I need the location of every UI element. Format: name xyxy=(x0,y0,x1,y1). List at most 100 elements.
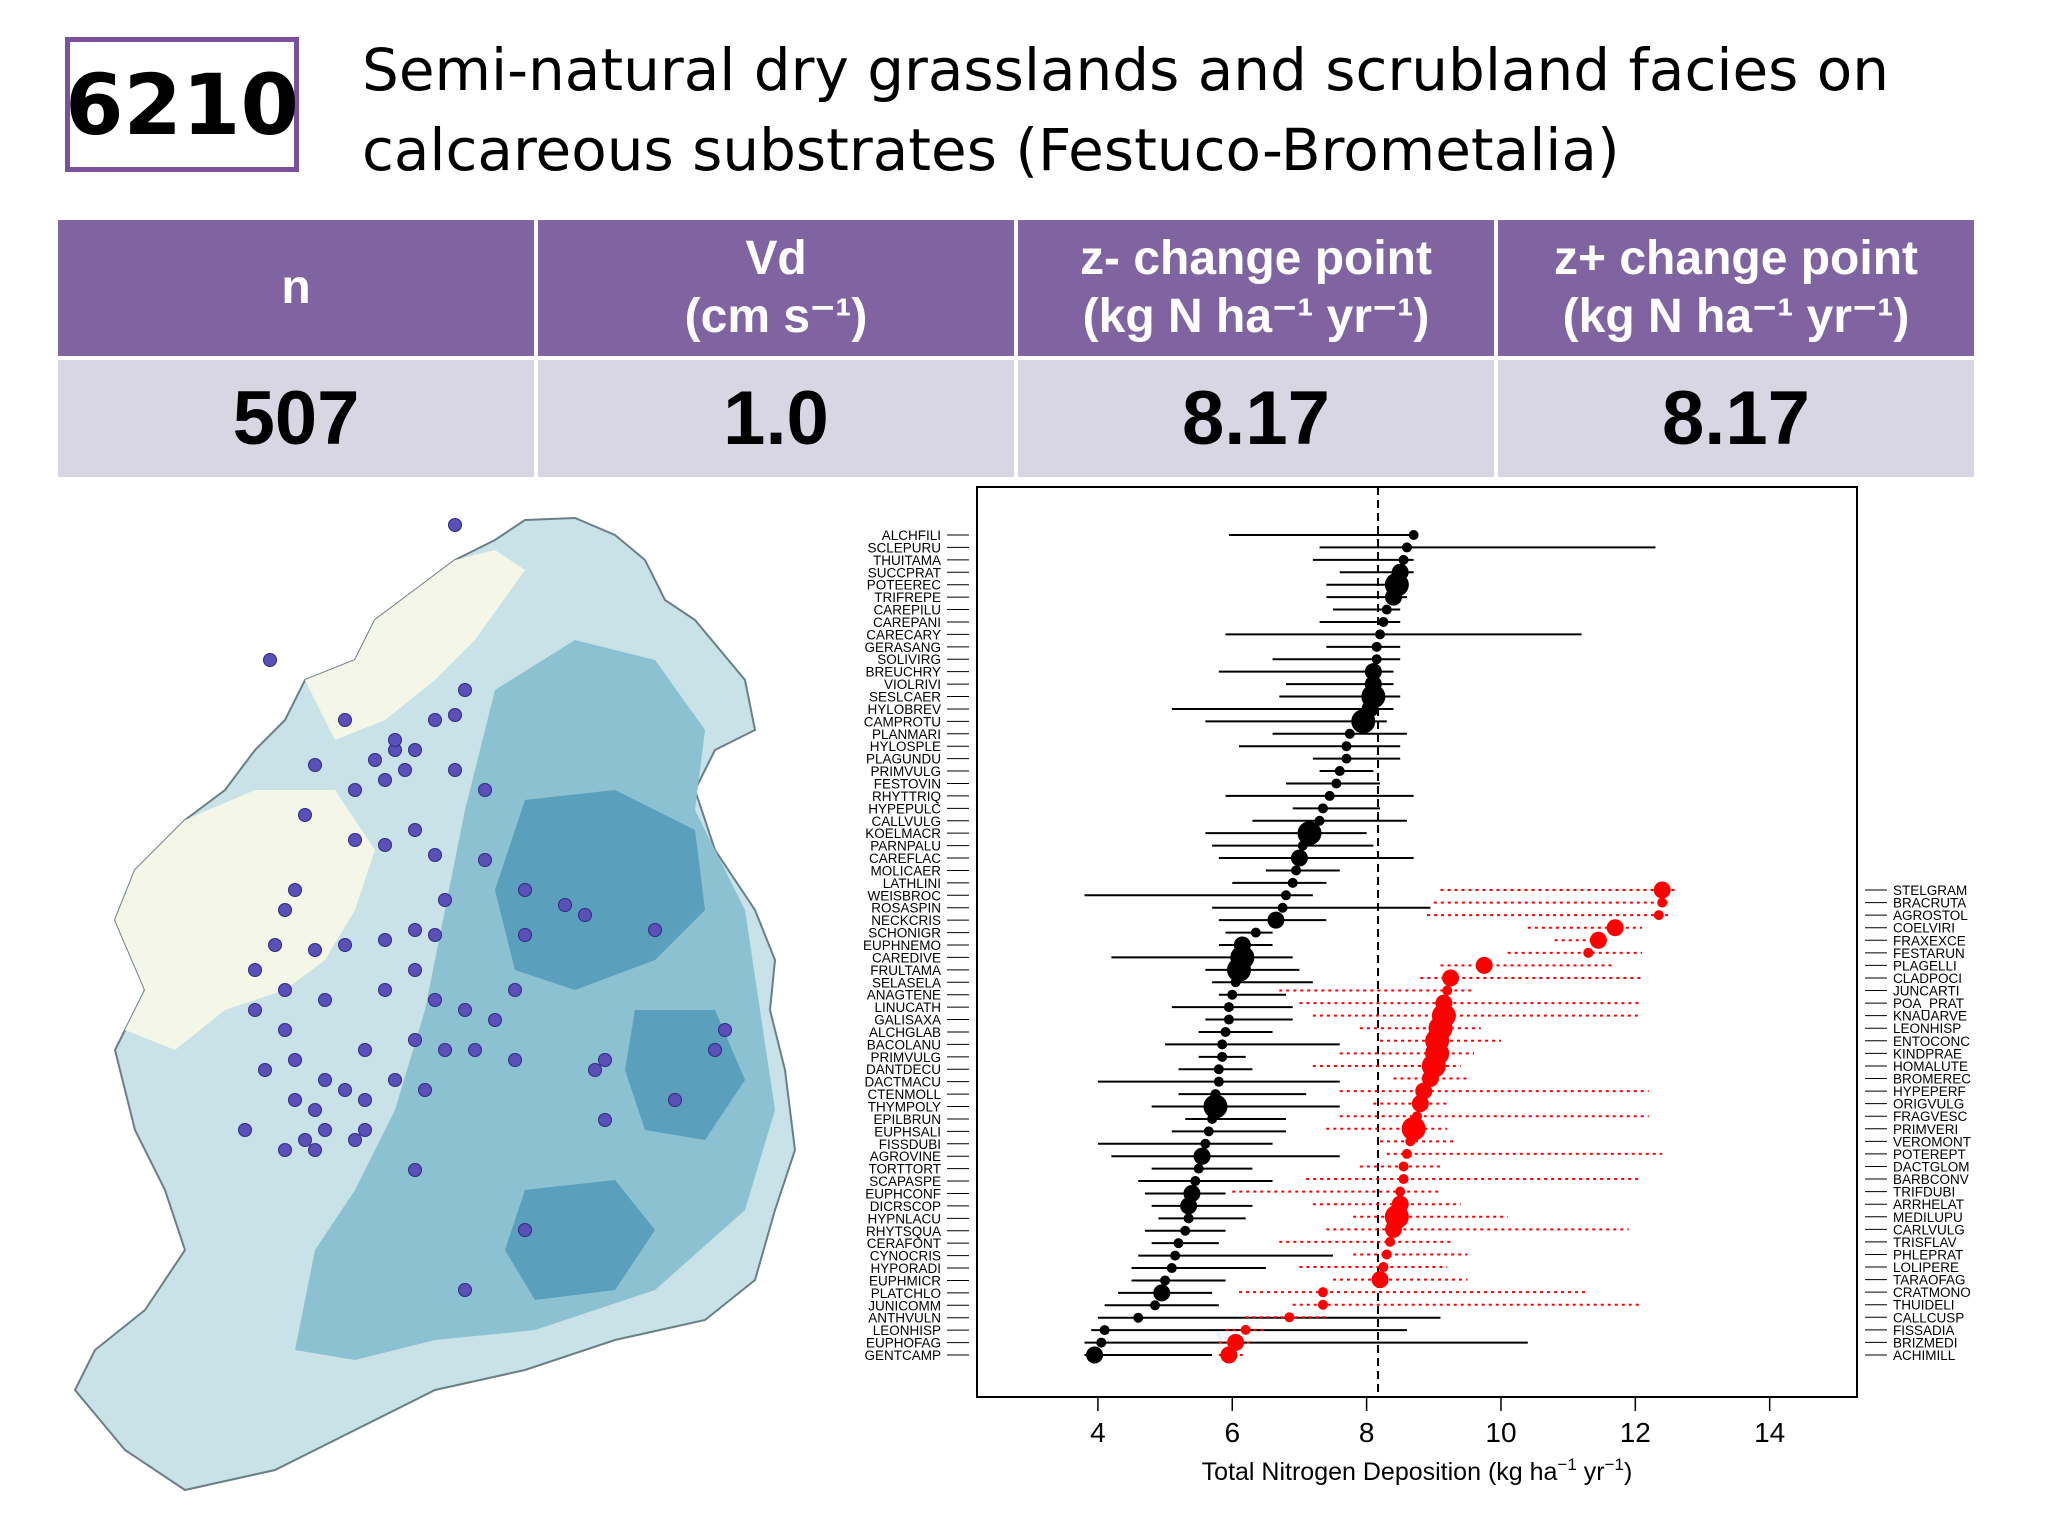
decreaser-label: ROSASPIN xyxy=(871,901,941,916)
site-point xyxy=(518,883,532,897)
site-point xyxy=(298,1133,312,1147)
decreaser-point xyxy=(1250,927,1261,938)
decreaser-point xyxy=(1227,989,1238,1000)
site-point xyxy=(408,743,422,757)
site-point xyxy=(518,1223,532,1237)
map-svg xyxy=(73,516,797,1492)
decreaser-point xyxy=(1086,1346,1104,1364)
decreaser-point xyxy=(1398,554,1409,565)
decreaser-label: RHYTSQUA xyxy=(866,1224,941,1239)
increaser-point xyxy=(1653,910,1664,921)
decreaser-point xyxy=(1207,1113,1218,1124)
decreaser-label: SCLEPURU xyxy=(867,540,941,555)
increaser-point xyxy=(1405,1136,1416,1147)
site-point xyxy=(418,1083,432,1097)
x-tick-label: 12 xyxy=(1620,1417,1651,1448)
increaser-point xyxy=(1317,1287,1328,1298)
decreaser-point xyxy=(1334,766,1345,777)
increaser-point xyxy=(1398,1174,1409,1185)
decreaser-series: ALCHFILISCLEPURUTHUITAMASUCCPRATPOTEEREC… xyxy=(863,528,1656,1364)
site-point xyxy=(478,853,492,867)
header-unit: (cm s⁻¹) xyxy=(684,290,868,343)
decreaser-label: DACTMACU xyxy=(865,1075,942,1090)
page-title: Semi-natural dry grasslands and scrublan… xyxy=(362,30,2022,190)
header-cell-vd: Vd (cm s⁻¹) xyxy=(538,220,1014,356)
increaser-label: HYPEPERF xyxy=(1893,1084,1966,1099)
decreaser-point xyxy=(1230,977,1241,988)
site-point xyxy=(288,1093,302,1107)
header-unit: (kg N ha⁻¹ yr⁻¹) xyxy=(1082,290,1430,343)
site-point xyxy=(508,1053,522,1067)
decreaser-point xyxy=(1267,911,1285,929)
site-point xyxy=(263,653,277,667)
decreaser-label: NECKCRIS xyxy=(871,913,941,928)
map-dark-zone-3 xyxy=(505,1180,655,1300)
increaser-label: TRISFLAV xyxy=(1893,1235,1957,1250)
increaser-point xyxy=(1442,985,1453,996)
decreaser-label: CTENMOLL xyxy=(867,1087,941,1102)
decreaser-point xyxy=(1153,1284,1171,1302)
decreaser-label: EPILBRUN xyxy=(873,1112,941,1127)
site-point xyxy=(668,1093,682,1107)
increaser-label: BARBCONV xyxy=(1893,1172,1969,1187)
title-line-2: calcareous substrates (Festuco-Brometali… xyxy=(362,116,1620,184)
decreaser-label: CAREPANI xyxy=(873,615,941,630)
decreaser-label: FESTOVIN xyxy=(874,776,941,791)
site-point xyxy=(428,713,442,727)
header-cell-n: n xyxy=(58,220,534,356)
increaser-label: KINDPRAE xyxy=(1893,1046,1962,1061)
increaser-point xyxy=(1653,881,1671,899)
decreaser-point xyxy=(1371,654,1382,665)
increaser-label: KNAUARVE xyxy=(1893,1009,1967,1024)
site-point xyxy=(378,838,392,852)
site-point xyxy=(578,908,592,922)
site-point xyxy=(338,938,352,952)
increaser-label: CARLVULG xyxy=(1893,1222,1965,1237)
x-axis-label-part: −1 xyxy=(1557,1455,1576,1474)
increaser-label: PRIMVERI xyxy=(1893,1122,1958,1137)
decreaser-point xyxy=(1371,641,1382,652)
site-point xyxy=(368,753,382,767)
site-point xyxy=(458,683,472,697)
decreaser-point xyxy=(1180,1197,1198,1215)
site-point xyxy=(358,1043,372,1057)
site-point xyxy=(278,903,292,917)
increaser-label: STELGRAM xyxy=(1893,883,1967,898)
decreaser-point xyxy=(1217,1039,1228,1050)
decreaser-label: GALISAXA xyxy=(874,1013,941,1028)
increaser-label: ORIGVULG xyxy=(1893,1097,1964,1112)
x-tick-label: 14 xyxy=(1754,1417,1785,1448)
site-point xyxy=(308,1143,322,1157)
site-point xyxy=(308,758,322,772)
site-point xyxy=(458,1283,472,1297)
site-point xyxy=(478,783,492,797)
decreaser-point xyxy=(1384,588,1402,606)
decreaser-point xyxy=(1200,1138,1211,1149)
increaser-label: THUIDELI xyxy=(1893,1298,1955,1313)
decreaser-point xyxy=(1341,741,1352,752)
decreaser-point xyxy=(1096,1337,1107,1348)
map-west-lowland xyxy=(115,790,375,1050)
decreaser-label: ALCHFILI xyxy=(882,528,941,543)
decreaser-label: POTEEREC xyxy=(867,578,942,593)
increaser-label: FRAXEXCE xyxy=(1893,933,1966,948)
site-point xyxy=(428,928,442,942)
decreaser-label: CAMPROTU xyxy=(864,714,941,729)
decreaser-label: WEISBROC xyxy=(867,888,941,903)
x-tick-label: 8 xyxy=(1359,1417,1375,1448)
decreaser-label: PLATCHLO xyxy=(871,1286,941,1301)
decreaser-point xyxy=(1297,840,1308,851)
decreaser-point xyxy=(1324,790,1335,801)
decreaser-point xyxy=(1341,753,1352,764)
decreaser-label: EUPHOFAG xyxy=(866,1336,941,1351)
decreaser-label: EUPHCONF xyxy=(865,1186,941,1201)
increaser-label: PLAGELLI xyxy=(1893,958,1957,973)
decreaser-label: CYNOCRIS xyxy=(870,1249,941,1264)
site-point xyxy=(268,938,282,952)
decreaser-point xyxy=(1314,815,1325,826)
decreaser-label: RHYTTRIQ xyxy=(872,789,941,804)
site-point xyxy=(408,823,422,837)
decreaser-label: CAREFLAC xyxy=(869,851,941,866)
decreaser-label: BACOLANU xyxy=(867,1037,941,1052)
increaser-point xyxy=(1240,1324,1251,1335)
